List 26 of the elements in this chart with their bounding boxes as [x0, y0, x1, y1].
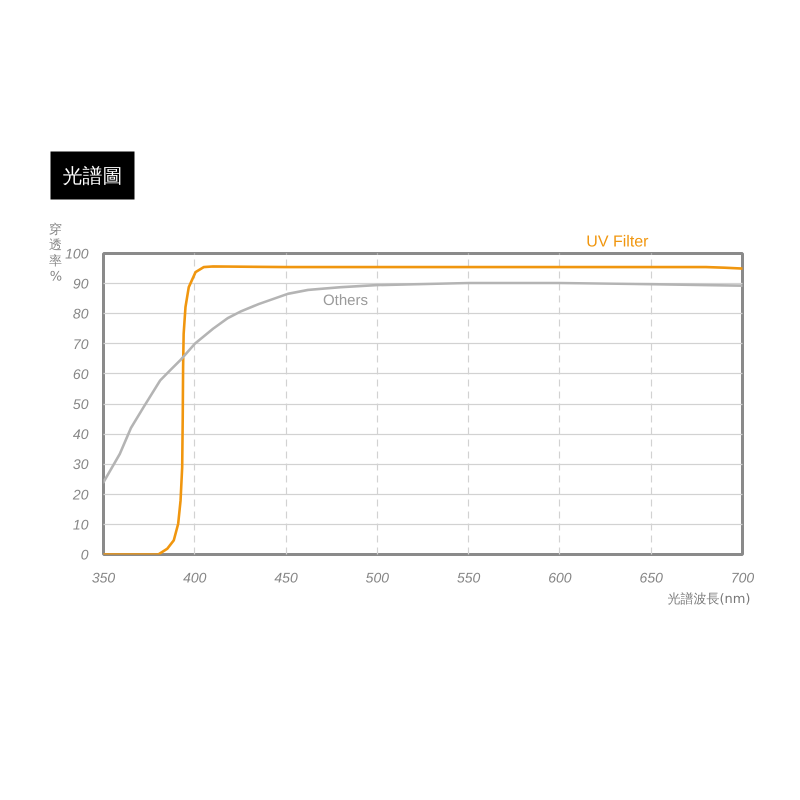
series-label: Others [322, 292, 368, 309]
line-series [104, 265, 742, 554]
y-tick-label: 90 [72, 276, 89, 292]
series-label: UV Filter [586, 234, 650, 250]
y-tick-label: 50 [72, 396, 89, 412]
y-tick-label: 40 [72, 426, 89, 442]
x-tick-label: 700 [730, 570, 754, 586]
y-tick-label: 60 [72, 366, 89, 382]
y-tick-label: 30 [72, 456, 89, 472]
x-tick-label: 550 [456, 570, 481, 586]
x-tick-label: 650 [640, 570, 664, 586]
x-tick-label: 450 [274, 570, 298, 586]
x-tick-label: 400 [183, 570, 207, 586]
y-tick-label: 80 [72, 306, 89, 322]
y-tick-label: 20 [72, 486, 89, 502]
y-tick-label: 100 [65, 246, 89, 262]
y-tick-label: 10 [72, 516, 89, 532]
x-axis-title: 光譜波長(nm) [667, 592, 750, 607]
y-tick-label: 70 [72, 336, 89, 352]
y-axis-title: 穿透率% [49, 222, 62, 285]
x-tick-label: 350 [92, 570, 116, 586]
x-tick-label: 600 [548, 570, 572, 586]
y-tick-label: 0 [80, 546, 89, 562]
line-series [104, 282, 742, 484]
x-tick-label: 500 [366, 570, 390, 586]
chart-title: 光譜圖 [62, 164, 122, 188]
